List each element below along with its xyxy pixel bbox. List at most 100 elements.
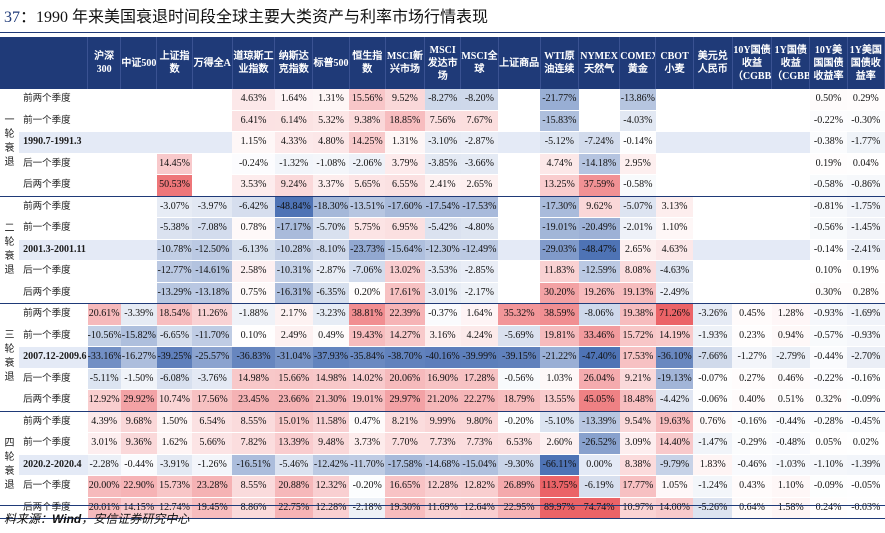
value-cell: -4.42% [655,389,694,412]
value-cell: -1.08% [312,153,350,175]
value-cell [578,89,620,111]
value-cell: 2.65% [619,239,656,261]
table-header-row: 沪深300 中证500 上证指数 万得全A 道琼斯工业指数 纳斯达克指数 标普500 恒生指数… [0,37,885,89]
value-cell: 6.14% [274,110,313,132]
table-row: 前一个季度 6.41% 6.14% 5.32% 9.38% 18.85% 7.56% 7.67… [0,110,885,132]
value-cell: -31.04% [274,346,313,369]
value-cell: 0.19% [847,260,885,283]
value-cell [732,153,772,175]
value-cell: -0.56% [498,368,541,390]
value-cell: 8.55% [232,475,275,498]
value-cell: -2.85% [460,260,499,283]
period-label: 后两个季度 [19,282,88,304]
value-cell: -8.27% [424,89,461,111]
value-cell: 20.88% [274,475,313,498]
value-cell [771,260,810,283]
table-row: 二轮衰退 前两个季度 -3.07% -3.97% -6.42% -48.84% -18.30… [0,196,885,304]
title-colon: ： [20,9,37,26]
value-cell [732,110,772,132]
value-cell: -0.07% [693,368,733,390]
value-cell: -17.53% [460,196,499,218]
value-cell: -1.26% [192,454,233,476]
value-cell: 12.82% [460,475,499,498]
value-cell: -0.48% [771,432,810,455]
table-row: 后两个季度 20.01% 14.15% 12.74% 19.45% 8.86% 22.75%… [0,497,885,519]
column-header: 10Y国债收益（CGBB） [732,37,773,89]
value-cell: 21.30% [312,389,350,412]
value-cell: 9.38% [349,110,386,132]
value-cell [192,110,233,132]
value-cell: -5.10% [540,411,579,433]
period-label: 后一个季度 [19,260,88,283]
column-header: MSCI全球 [460,37,499,89]
value-cell [156,110,193,132]
value-cell: -1.24% [693,475,733,498]
value-cell: 14.98% [232,368,275,390]
value-cell: 9.24% [274,174,313,197]
column-header: WTI原油连续 [540,37,580,89]
value-cell: 20.01% [87,497,121,519]
table-row: 三轮衰退 前两个季度 20.61% -3.39% 18.54% 11.26% -1.88% 2… [0,303,885,412]
value-cell: 13.02% [385,260,425,283]
value-cell: -3.85% [424,153,461,175]
value-cell [87,110,121,132]
value-cell: 1.50% [156,411,193,433]
page-title: 37：1990 年来美国衰退时间段全球主要大类资产与利率市场行情表现 [4,6,488,30]
value-cell [120,174,157,197]
column-header: MSCI新兴市场 [385,37,426,89]
value-cell: 0.10% [809,260,848,283]
value-cell [732,282,772,304]
value-cell: -2.49% [655,282,694,304]
value-cell: 8.08% [619,260,656,283]
value-cell: 6.41% [232,110,275,132]
value-cell: -0.44% [120,454,157,476]
value-cell [693,89,733,111]
value-cell [771,89,810,111]
value-cell: -2.70% [847,346,885,369]
value-cell [771,282,810,304]
value-cell [732,217,772,240]
value-cell: 38.59% [540,303,579,326]
value-cell: -1.75% [847,196,885,218]
table-row: 一轮衰退 前两个季度 4.63% 1.64% 1.31% 15.56% 9.52% -8.27… [0,89,885,197]
value-cell [120,260,157,283]
value-cell: -10.56% [87,325,121,347]
value-cell: -1.39% [847,454,885,476]
value-cell: -15.82% [120,325,157,347]
value-cell: 0.28% [847,282,885,304]
value-cell: 22.27% [460,389,499,412]
value-cell: -17.17% [274,217,313,240]
value-cell: 1.10% [771,475,810,498]
value-cell: 8.55% [232,411,275,433]
value-cell: 0.46% [771,368,810,390]
value-cell [771,217,810,240]
value-cell: -12.77% [156,260,193,283]
value-cell: 4.74% [540,153,579,175]
value-cell: 50.53% [156,174,193,197]
value-cell: 0.05% [809,432,848,455]
value-cell: 22.90% [120,475,157,498]
value-cell: -0.05% [847,475,885,498]
value-cell [156,131,193,154]
value-cell: 37.59% [578,174,620,197]
value-cell: 18.85% [385,110,425,132]
value-cell: 5.65% [349,174,386,197]
table-row: 2001.3-2001.11 -10.78% -12.50% -6.13% -10.28… [0,239,885,261]
value-cell [498,196,541,218]
value-cell: -6.19% [578,475,620,498]
value-cell: -9.30% [498,454,541,476]
value-cell: 3.16% [424,325,461,347]
value-cell: 0.02% [847,432,885,455]
value-cell: 9.54% [619,411,656,433]
value-cell: 5.32% [312,110,350,132]
value-cell [655,153,694,175]
value-cell: 19.13% [619,282,656,304]
value-cell: 1.31% [385,131,425,154]
value-cell [192,174,233,197]
value-cell: 74.74% [578,497,620,519]
value-cell: -1.47% [693,432,733,455]
value-cell: -0.44% [809,346,848,369]
value-cell: 5.66% [192,432,233,455]
value-cell: -4.80% [460,217,499,240]
value-cell: 10.97% [619,497,656,519]
